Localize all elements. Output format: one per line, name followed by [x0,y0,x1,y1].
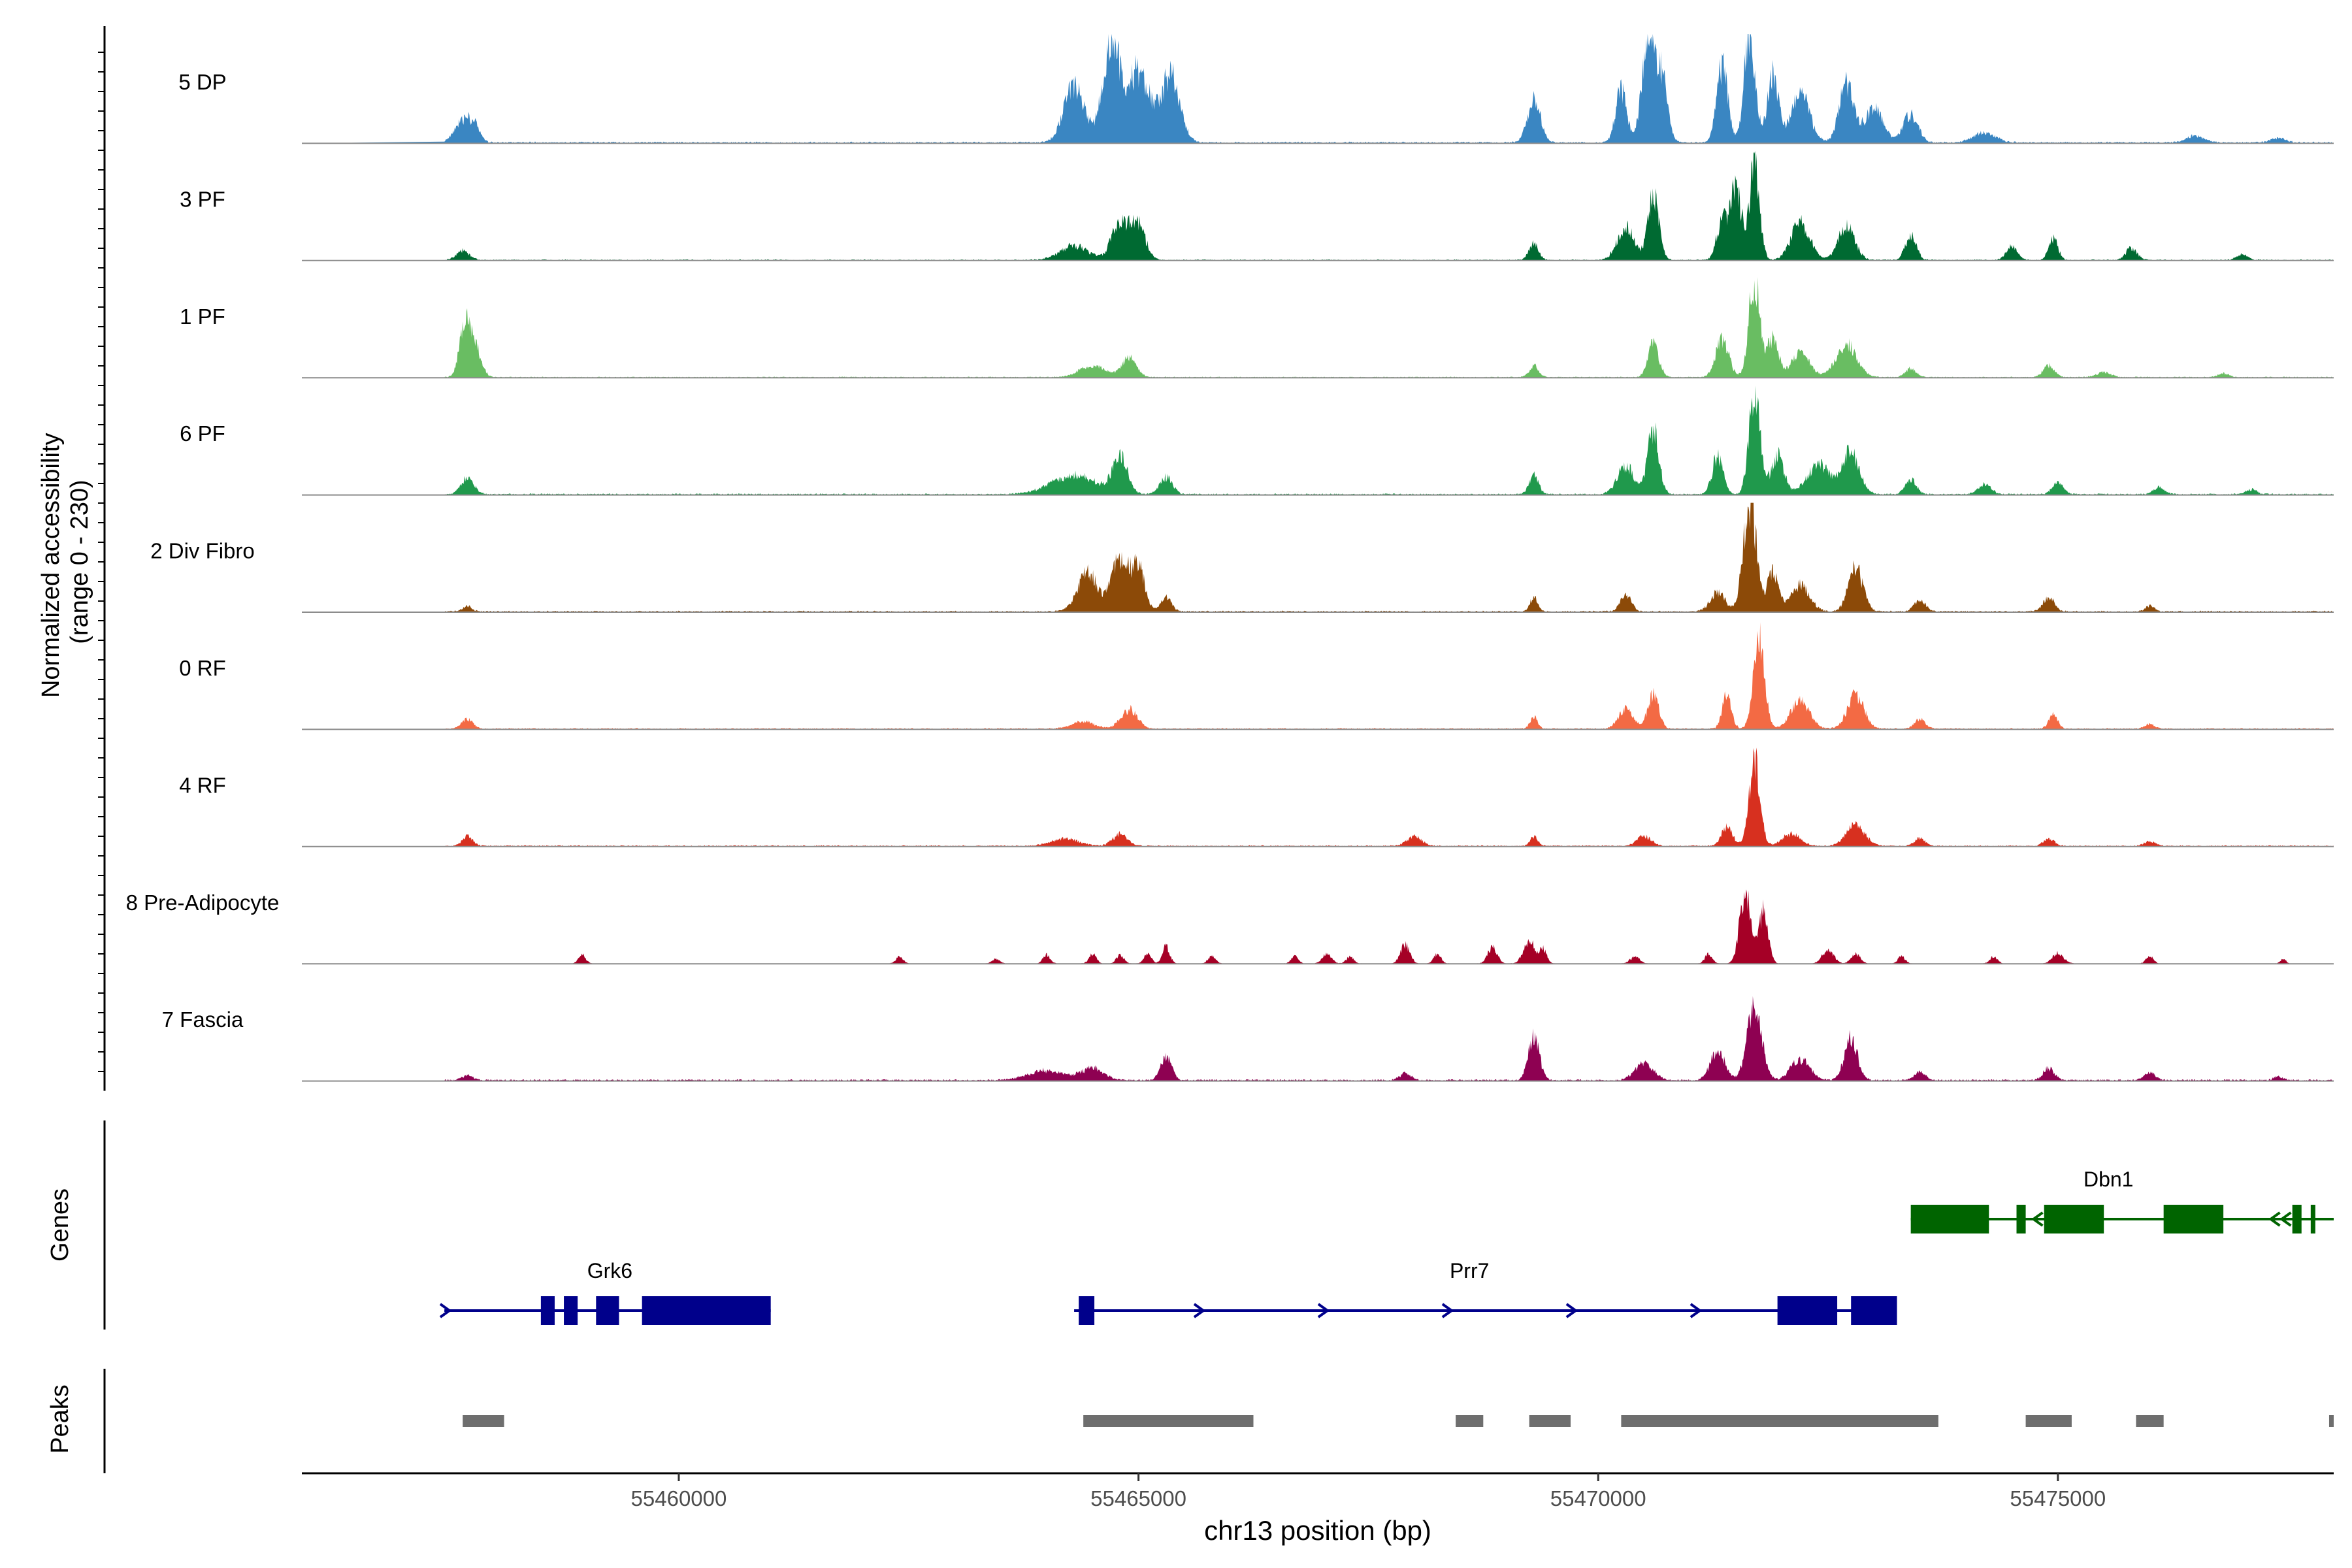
x-tick-label: 55465000 [1090,1486,1186,1511]
accessibility-tracks: 5 DP 3 PF 1 PF 6 PF 2 Div Fibro 0 RF 4 RF 8 Pre… [126,34,2334,1082]
x-axis-label: chr13 position (bp) [1204,1515,1431,1546]
track-4-rf: 4 RF [179,747,2334,847]
strand-arrow-icon [2268,1211,2281,1227]
strand-arrow-icon [1690,1303,1703,1318]
track-2-div-fibro: 2 Div Fibro [150,502,2334,613]
peak-region [1456,1415,1484,1427]
track-label: 1 PF [180,304,225,329]
gene-exon [540,1296,555,1325]
peak-region [2025,1415,2072,1427]
gene-grk6: Grk6 [439,1259,771,1325]
track-area [302,34,2334,144]
track-label: 7 Fascia [162,1007,244,1032]
x-tick-label: 55460000 [631,1486,727,1511]
gene-prr7: Prr7 [1074,1259,1897,1325]
strand-arrow-icon [439,1303,452,1318]
track-area [302,996,2334,1081]
left-axis-lines [98,26,106,1473]
track-label: 2 Div Fibro [150,539,255,563]
gene-exon [2163,1205,2224,1233]
gene-exon [642,1296,771,1325]
x-tick-label: 55470000 [1550,1486,1646,1511]
track-label: 6 PF [180,421,225,446]
strand-arrow-icon [1317,1303,1330,1318]
y-axis-label-line1: Normalized accessibility [37,433,65,698]
track-area [302,622,2334,730]
strand-arrow-icon [1441,1303,1454,1318]
peaks-panel [463,1415,2334,1427]
x-tick-label: 55475000 [2010,1486,2106,1511]
genes-panel-label: Genes [46,1188,74,1262]
track-area [302,889,2334,964]
y-axis-label: Normalized accessibility (range 0 - 230) [37,426,93,698]
gene-exon [596,1296,619,1325]
gene-label: Grk6 [587,1259,632,1282]
peak-region [463,1415,504,1427]
track-5-dp: 5 DP [178,34,2334,144]
track-1-pf: 1 PF [180,277,2334,379]
track-area [302,277,2334,378]
track-7-fascia: 7 Fascia [162,996,2334,1082]
track-label: 8 Pre-Adipocyte [126,890,280,915]
gene-dbn1: Dbn1 [1910,1168,2334,1233]
gene-exon [2044,1205,2104,1233]
peak-region [1083,1415,1254,1427]
peak-region [2328,1415,2334,1427]
gene-exon [1910,1205,1989,1233]
gene-exon [2292,1205,2302,1233]
gene-exon [2310,1205,2315,1233]
strand-arrow-icon [1565,1303,1578,1318]
gene-exon [1851,1296,1897,1325]
peaks-panel-label: Peaks [46,1384,74,1454]
strand-arrow-icon [2031,1211,2044,1227]
track-8-pre-adipocyte: 8 Pre-Adipocyte [126,889,2334,965]
track-area [302,747,2334,847]
gene-label: Dbn1 [2083,1168,2134,1191]
peak-region [1621,1415,1938,1427]
strand-arrow-icon [2279,1211,2292,1227]
track-area [302,385,2334,495]
peak-region [1529,1415,1571,1427]
track-area [302,151,2334,261]
gene-label: Prr7 [1450,1259,1489,1282]
gene-exon [2016,1205,2026,1233]
track-label: 0 RF [179,656,226,680]
y-axis-label-line2: (range 0 - 230) [66,480,93,644]
track-6-pf: 6 PF [180,385,2334,496]
gene-exon [564,1296,578,1325]
track-label: 4 RF [179,773,226,797]
peak-region [2136,1415,2164,1427]
track-label: 5 DP [178,70,226,94]
strand-arrow-icon [1193,1303,1206,1318]
track-0-rf: 0 RF [179,622,2334,730]
gene-exon [1777,1296,1838,1325]
gene-exon [1079,1296,1095,1325]
track-3-pf: 3 PF [180,151,2334,261]
gene-annotation-panel: Grk6 Prr7 Dbn1 [439,1168,2334,1325]
track-label: 3 PF [180,187,225,211]
track-area [302,502,2334,612]
x-axis: 55460000 55465000 55470000 55475000 [302,1472,2334,1511]
